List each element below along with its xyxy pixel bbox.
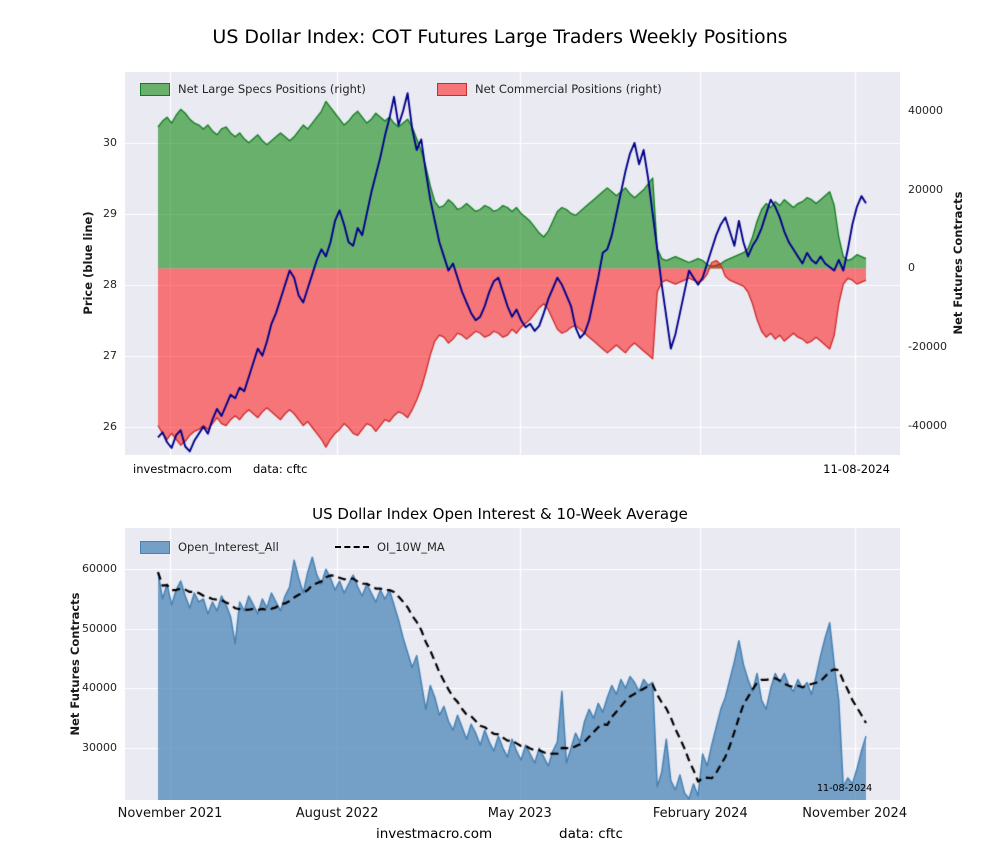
main-title: US Dollar Index: COT Futures Large Trade… — [212, 26, 788, 48]
x-tick-label: February 2024 — [652, 806, 748, 821]
top-chart-canvas — [125, 72, 900, 455]
bottom-title: US Dollar Index Open Interest & 10-Week … — [312, 505, 688, 523]
oi-ytick-label: 30000 — [82, 741, 117, 755]
price-ytick-label: 29 — [103, 206, 117, 220]
bottom-chart-plot-area — [125, 528, 900, 800]
top-data-source: data: cftc — [253, 462, 308, 476]
ma-legend-label: OI_10W_MA — [377, 540, 445, 554]
top-date-stamp: 11-08-2024 — [823, 462, 890, 476]
price-ytick-label: 28 — [103, 277, 117, 291]
bottom-date-stamp: 11-08-2024 — [817, 783, 873, 794]
x-tick-label: August 2022 — [295, 806, 379, 821]
legend-entry-ma: OI_10W_MA — [335, 540, 445, 554]
top-watermark: investmacro.com — [133, 462, 232, 476]
top-chart-plot-area — [125, 72, 900, 455]
legend-entry-open-interest: Open_Interest_All — [140, 540, 279, 554]
x-tick-label: November 2024 — [802, 806, 908, 821]
price-ytick-label: 26 — [103, 419, 117, 433]
oi-ytick-label: 40000 — [82, 681, 117, 695]
contracts-ytick-label: 20000 — [908, 182, 943, 196]
top-left-axis-label: Price (blue line) — [81, 211, 95, 315]
commercials-legend-swatch — [437, 82, 467, 96]
oi-legend-label: Open_Interest_All — [178, 540, 279, 554]
oi-legend-swatch — [140, 540, 170, 554]
bottom-axis-label: Net Futures Contracts — [68, 592, 82, 736]
specs-legend-swatch — [140, 82, 170, 96]
contracts-ytick-label: -20000 — [908, 339, 947, 353]
x-tick-label: May 2023 — [487, 806, 552, 821]
price-ytick-label: 27 — [103, 348, 117, 362]
x-tick-label: November 2021 — [117, 806, 223, 821]
price-ytick-label: 30 — [103, 135, 117, 149]
bottom-chart-canvas — [125, 528, 900, 800]
oi-ytick-label: 60000 — [82, 562, 117, 576]
contracts-ytick-label: 0 — [908, 261, 915, 275]
specs-legend-label: Net Large Specs Positions (right) — [178, 82, 366, 96]
legend-entry-specs: Net Large Specs Positions (right) — [140, 82, 366, 96]
contracts-ytick-label: -40000 — [908, 418, 947, 432]
contracts-ytick-label: 40000 — [908, 104, 943, 118]
top-right-axis-label: Net Futures Contracts — [951, 191, 965, 335]
ma-legend-line-sample — [335, 546, 369, 548]
commercials-legend-label: Net Commercial Positions (right) — [475, 82, 662, 96]
oi-ytick-label: 50000 — [82, 621, 117, 635]
legend-entry-commercials: Net Commercial Positions (right) — [437, 82, 662, 96]
footer-data-source: data: cftc — [559, 826, 623, 842]
footer-watermark: investmacro.com — [376, 826, 493, 842]
